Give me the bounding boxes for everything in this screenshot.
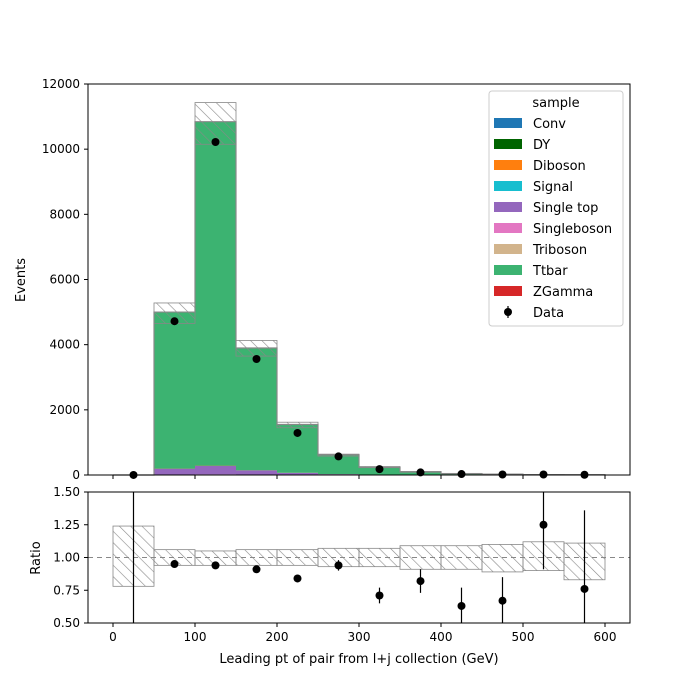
- mc-uncertainty-bin: [235, 340, 278, 357]
- data-point: [375, 465, 384, 474]
- ratio-uncertainty-bin: [481, 544, 524, 573]
- legend-item: Data: [504, 306, 564, 321]
- y-tick-label: 10000: [42, 142, 80, 156]
- ratio-point: [252, 565, 261, 574]
- legend-swatch: [494, 118, 522, 128]
- legend-label: Ttbar: [532, 264, 568, 279]
- legend-label: Diboson: [533, 159, 586, 174]
- ratio-panel: 0 100 200 300 400 500 600 0.50 0.75 1.00 1.25 1.50…: [29, 485, 631, 667]
- ratio-x-ticks: 0 100 200 300 400 500 600: [109, 623, 616, 644]
- ratio-point: [293, 574, 302, 583]
- y-tick-label: 8000: [49, 207, 80, 221]
- ratio-point: [416, 577, 425, 586]
- legend-swatch: [494, 286, 522, 296]
- ratio-y-ticks: 0.50 0.75 1.00 1.25 1.50: [53, 485, 88, 630]
- legend-data-marker: [504, 308, 512, 316]
- ratio-point: [334, 561, 343, 570]
- legend-label: DY: [533, 138, 550, 153]
- bar-single-top: [195, 465, 236, 475]
- bar-single-top: [154, 468, 195, 475]
- mc-uncertainty-bin: [276, 421, 319, 429]
- bar-ttbar: [154, 312, 195, 469]
- y-tick-label: 1.25: [53, 518, 80, 532]
- legend-item: Signal: [494, 180, 573, 195]
- x-tick-label: 300: [348, 630, 371, 644]
- ratio-point: [375, 591, 384, 600]
- mc-uncertainty-bin: [194, 102, 237, 145]
- y-tick-label: 0: [72, 468, 80, 482]
- legend-title: sample: [532, 96, 579, 111]
- legend-box: [488, 90, 624, 327]
- data-point: [252, 355, 261, 364]
- data-point: [170, 317, 179, 326]
- x-tick-label: 500: [512, 630, 535, 644]
- data-point: [334, 452, 343, 461]
- bar-ttbar: [236, 347, 277, 471]
- y-tick-label: 0.50: [53, 616, 80, 630]
- data-point: [457, 470, 466, 479]
- bar-ttbar: [318, 454, 359, 475]
- legend-item: ZGamma: [494, 285, 593, 300]
- bar-single-top: [277, 472, 318, 475]
- legend-item: Single top: [494, 201, 598, 216]
- legend-item: Conv: [494, 117, 566, 132]
- ratio-point: [457, 601, 466, 610]
- legend: sample Conv DY Diboson Signal Single top Singl…: [488, 90, 624, 327]
- legend-swatch: [494, 181, 522, 191]
- legend-label: Triboson: [532, 243, 587, 258]
- data-point: [293, 428, 302, 437]
- legend-item: Ttbar: [494, 264, 568, 279]
- legend-label: Conv: [533, 117, 566, 132]
- data-points: [129, 137, 589, 479]
- legend-swatch: [494, 160, 522, 170]
- y-tick-label: 0.75: [53, 583, 80, 597]
- y-tick-label: 1.00: [53, 551, 80, 565]
- bar-ttbar: [195, 121, 236, 466]
- legend-swatch: [494, 139, 522, 149]
- legend-swatch: [494, 202, 522, 212]
- legend-swatch: [494, 244, 522, 254]
- legend-swatch: [494, 223, 522, 233]
- ratio-point: [211, 561, 220, 570]
- legend-item: Triboson: [494, 243, 587, 258]
- stacked-bars: [113, 121, 606, 476]
- x-tick-label: 600: [594, 630, 617, 644]
- ratio-point: [539, 520, 548, 529]
- y-tick-label: 12000: [42, 77, 80, 91]
- ratio-points: [132, 492, 589, 623]
- bar-single-top: [236, 470, 277, 475]
- data-point: [211, 137, 220, 146]
- data-point: [416, 468, 425, 477]
- legend-label: Single top: [533, 201, 598, 216]
- y-tick-label: 4000: [49, 338, 80, 352]
- legend-label: Signal: [533, 180, 573, 195]
- ratio-point: [580, 584, 589, 593]
- legend-label: ZGamma: [533, 285, 593, 300]
- y-tick-label: 1.50: [53, 485, 80, 499]
- legend-swatch: [494, 265, 522, 275]
- legend-label: Singleboson: [533, 222, 612, 237]
- legend-item: Singleboson: [494, 222, 612, 237]
- x-axis-label: Leading pt of pair from l+j collection (…: [219, 652, 498, 667]
- legend-label: Data: [533, 306, 564, 321]
- main-y-ticks: 0 2000 4000 6000 8000 10000 12000: [42, 77, 88, 482]
- y-tick-label: 2000: [49, 403, 80, 417]
- x-tick-label: 0: [109, 630, 117, 644]
- ratio-y-axis-label: Ratio: [29, 541, 44, 574]
- y-tick-label: 6000: [49, 273, 80, 287]
- x-tick-label: 200: [266, 630, 289, 644]
- legend-item: DY: [494, 138, 550, 153]
- legend-item: Diboson: [494, 159, 586, 174]
- main-panel: 0 2000 4000 6000 8000 10000 12000 Events sampl…: [14, 77, 631, 482]
- main-x-ticks: [112, 475, 606, 479]
- x-tick-label: 100: [184, 630, 207, 644]
- x-tick-label: 400: [430, 630, 453, 644]
- ratio-point: [498, 596, 507, 605]
- ratio-point: [170, 560, 179, 569]
- main-y-axis-label: Events: [14, 258, 29, 302]
